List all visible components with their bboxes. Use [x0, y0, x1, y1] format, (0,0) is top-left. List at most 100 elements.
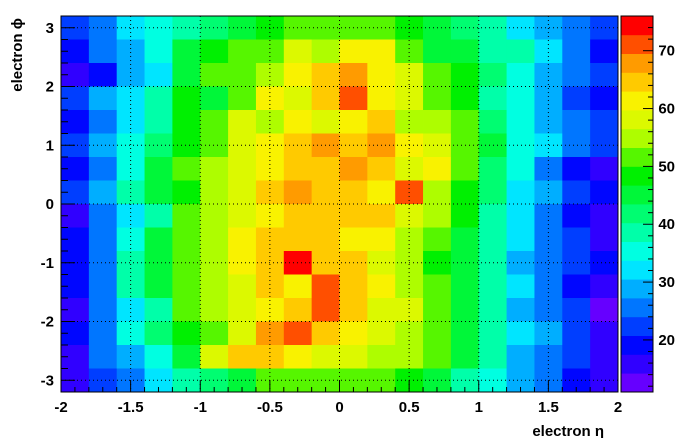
y-tick-label: 0	[46, 196, 54, 213]
palette-band	[621, 373, 653, 393]
heatmap-cell	[311, 345, 340, 369]
heatmap-cell	[478, 157, 507, 181]
heatmap-cell	[228, 204, 257, 228]
heatmap-cell	[590, 63, 619, 87]
heatmap-cell	[339, 110, 368, 134]
heatmap-cell	[255, 110, 285, 134]
heatmap-cell	[228, 110, 257, 134]
heatmap-cell	[534, 204, 563, 228]
heatmap-cell	[172, 368, 201, 393]
heatmap-cell	[88, 39, 118, 64]
heatmap-cell	[283, 345, 313, 369]
heatmap-cell	[172, 180, 201, 205]
x-tick-label: -2	[54, 399, 67, 416]
heatmap-cell	[228, 63, 257, 87]
heatmap-cell	[339, 63, 368, 87]
heatmap-cell	[144, 227, 173, 252]
heatmap-cell	[200, 345, 229, 369]
heatmap-cell	[367, 63, 396, 87]
palette-band	[621, 241, 653, 261]
heatmap-cell	[61, 227, 90, 252]
heatmap-cell	[339, 298, 368, 322]
heatmap-cell	[478, 110, 507, 134]
heatmap-cell	[534, 16, 563, 40]
heatmap-cell	[61, 180, 90, 205]
heatmap-cell	[423, 39, 452, 64]
heatmap-cell	[506, 321, 535, 346]
heatmap-cell	[200, 157, 229, 181]
heatmap-cell	[228, 86, 257, 111]
heatmap-cell	[283, 227, 313, 252]
palette-band	[621, 260, 653, 280]
heatmap-cell	[590, 298, 619, 322]
heatmap-cell	[144, 298, 173, 322]
heatmap-cell	[562, 39, 591, 64]
heatmap-cell	[311, 157, 340, 181]
y-axis-title: electron ϕ	[9, 18, 26, 92]
heatmap-cell	[283, 110, 313, 134]
heatmap-cell	[478, 16, 507, 40]
heatmap-cell	[116, 16, 145, 40]
heatmap-cell	[423, 63, 452, 87]
heatmap-cell	[255, 321, 285, 346]
heatmap-cell	[339, 227, 368, 252]
heatmap-cell	[423, 227, 452, 252]
heatmap-cell	[172, 86, 201, 111]
heatmap-cell	[450, 180, 480, 205]
palette-tick-label: 50	[658, 158, 675, 175]
heatmap-cell	[534, 110, 563, 134]
heatmap-cell	[116, 274, 145, 299]
heatmap-cell	[506, 110, 535, 134]
heatmap-cell	[255, 39, 285, 64]
heatmap-cell	[395, 298, 424, 322]
heatmap-cell	[200, 274, 229, 299]
heatmap-cell	[506, 368, 535, 393]
heatmap-cell	[395, 39, 424, 64]
heatmap-cell	[88, 110, 118, 134]
heatmap-cell	[172, 298, 201, 322]
heatmap-cell	[562, 345, 591, 369]
heatmap-cell	[339, 157, 368, 181]
heatmap-cell	[172, 63, 201, 87]
heatmap-cell	[534, 321, 563, 346]
heatmap-cell	[283, 39, 313, 64]
heatmap-cell	[61, 63, 90, 87]
heatmap-cell	[534, 133, 563, 158]
heatmap-cell	[450, 63, 480, 87]
heatmap-cell	[311, 39, 340, 64]
heatmap-cell	[478, 204, 507, 228]
palette-band	[621, 166, 653, 186]
heatmap-cell	[450, 86, 480, 111]
heatmap-cell	[200, 227, 229, 252]
heatmap-cell	[283, 321, 313, 346]
heatmap-cell	[395, 321, 424, 346]
heatmap-cell	[228, 321, 257, 346]
palette-band	[621, 204, 653, 224]
heatmap-cell	[423, 110, 452, 134]
heatmap-cell	[450, 39, 480, 64]
y-tick-label: -2	[41, 314, 54, 331]
heatmap-cell	[590, 39, 619, 64]
heatmap-cell	[590, 16, 619, 40]
heatmap-cell	[116, 204, 145, 228]
heatmap-cell	[562, 110, 591, 134]
heatmap-cell	[395, 63, 424, 87]
heatmap-cell	[88, 180, 118, 205]
heatmap-cell	[61, 86, 90, 111]
heatmap-cell	[450, 204, 480, 228]
heatmap-cell	[423, 180, 452, 205]
heatmap-cell	[562, 251, 591, 275]
heatmap-cell	[590, 227, 619, 252]
heatmap-cell	[88, 345, 118, 369]
heatmap-cell	[255, 251, 285, 275]
heatmap-cell	[283, 274, 313, 299]
heatmap-cell	[172, 16, 201, 40]
heatmap-cell	[590, 86, 619, 111]
heatmap-cell	[283, 63, 313, 87]
heatmap-cell	[255, 298, 285, 322]
heatmap-cell	[450, 321, 480, 346]
x-tick-label: 1	[475, 399, 483, 416]
heatmap-cell	[61, 251, 90, 275]
heatmap-cell	[311, 63, 340, 87]
heatmap-cell	[506, 157, 535, 181]
